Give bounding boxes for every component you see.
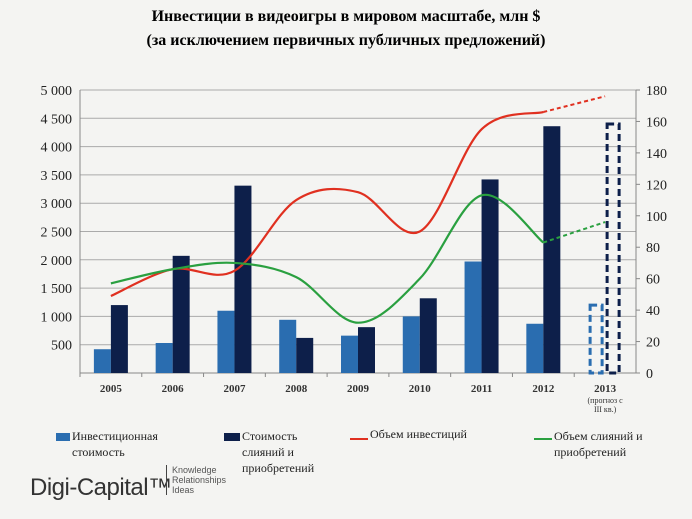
x-tick-label: 2010 <box>409 383 432 395</box>
tagline-2: Relationships <box>172 475 227 485</box>
series-line <box>110 193 545 324</box>
y-left-tick-label: 1 000 <box>41 310 73 325</box>
y-right-tick-label: 0 <box>646 367 653 382</box>
bar <box>358 327 375 373</box>
bar <box>526 323 544 373</box>
bar <box>172 255 190 373</box>
series-line <box>110 110 544 297</box>
x-tick-label: 2008 <box>285 383 308 395</box>
y-left-tick-label: 2 500 <box>41 226 73 241</box>
chart-title: Инвестиции в видеоигры в мировом масштаб… <box>151 8 541 25</box>
bar <box>93 349 111 373</box>
legend-swatch-investment-volume <box>350 438 368 440</box>
y-right-tick-label: 40 <box>646 304 660 319</box>
digi-capital-logo: Digi-Capital™ <box>30 474 172 501</box>
bar <box>464 261 482 373</box>
y-right-tick-label: 80 <box>646 241 660 256</box>
x-tick-label: 2011 <box>471 383 492 395</box>
bar <box>402 316 420 373</box>
chart-subtitle: (за исключением первичных публичных пред… <box>146 32 546 49</box>
y-left-tick-label: 500 <box>51 339 72 354</box>
y-left-tick-label: 4 500 <box>41 112 73 127</box>
y-left-tick-label: 3 500 <box>41 169 73 184</box>
legend-swatch-ma-volume <box>534 438 552 440</box>
y-right-tick-label: 180 <box>646 84 667 99</box>
y-left-tick-label: 1 500 <box>41 282 73 297</box>
y-right-tick-label: 160 <box>646 115 667 130</box>
x-tick-label: 2009 <box>347 383 370 395</box>
bar <box>481 179 499 373</box>
x-tick-note: (прогноз с <box>588 396 624 405</box>
series-line-forecast <box>543 95 606 113</box>
y-right-tick-label: 120 <box>646 178 667 193</box>
bar-forecast <box>588 303 604 375</box>
bar-forecast <box>605 122 621 375</box>
x-tick-label: 2013 <box>594 383 617 395</box>
y-right-tick-label: 20 <box>646 336 660 351</box>
bar <box>234 185 252 373</box>
bar <box>296 337 314 373</box>
y-left-tick-label: 3 000 <box>41 197 73 212</box>
bar <box>419 298 437 373</box>
legend-swatch-ma-value <box>224 433 240 441</box>
y-left-tick-label: 2 000 <box>41 254 73 269</box>
legend-ma-volume: Объем слияний и приобретений <box>554 429 643 459</box>
bar <box>217 310 235 373</box>
legend-investment-volume: Объем инвестиций <box>370 427 467 441</box>
y-left-tick-label: 5 000 <box>41 84 73 99</box>
legend-ma-value: Стоимость слияний и приобретений <box>242 429 315 475</box>
logo-tagline: Knowledge Relationships Ideas <box>166 465 226 495</box>
x-tick-note: III кв.) <box>594 405 617 414</box>
tagline-1: Knowledge <box>172 465 217 475</box>
x-tick-label: 2012 <box>532 383 555 395</box>
bar <box>110 305 128 373</box>
bar <box>279 319 297 373</box>
x-tick-label: 2006 <box>162 383 185 395</box>
y-right-tick-label: 140 <box>646 147 667 162</box>
bar <box>341 335 358 373</box>
y-left-tick-label: 4 000 <box>41 141 73 156</box>
y-right-tick-label: 100 <box>646 210 667 225</box>
y-right-tick-label: 60 <box>646 273 660 288</box>
bar <box>155 343 173 373</box>
bar <box>543 126 561 373</box>
tagline-3: Ideas <box>172 485 195 495</box>
x-tick-label: 2005 <box>100 383 123 395</box>
legend-investment-value: Инвестиционная стоимость <box>72 429 158 459</box>
x-tick-label: 2007 <box>223 383 246 395</box>
legend-swatch-investment-value <box>56 433 70 441</box>
